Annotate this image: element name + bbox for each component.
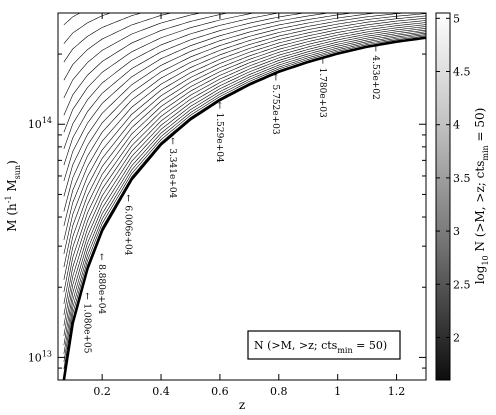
contour-annotations: ← 1.080e+05 ← 8.880e+04 ← 6.006e+04 ← 3.341e+04… xyxy=(81,44,380,353)
colorbar-tick-label: 3 xyxy=(453,225,460,238)
annotation-label: 4.53e+02 xyxy=(370,55,380,99)
annotation-arrow: ← xyxy=(370,44,380,52)
colorbar-tick-label: 4.5 xyxy=(453,66,471,79)
contour-band xyxy=(24,0,428,11)
contour-line xyxy=(63,31,426,346)
contour-line xyxy=(63,20,426,280)
x-axis: 0.2 0.4 0.6 0.8 1 1.2 xyxy=(93,13,405,398)
contour-line xyxy=(63,24,426,304)
colorbar-title: log10 N (>M, >z; ctsmin = 50) xyxy=(473,108,490,285)
contour-line xyxy=(64,0,426,6)
x-tick-label: 0.2 xyxy=(93,385,111,398)
contour-line xyxy=(63,13,355,197)
y-axis-title: M (h-1 Msun) xyxy=(4,160,22,232)
contour-line xyxy=(63,13,173,81)
contour-annotation: ← 3.341e+04 xyxy=(167,137,177,198)
contour-line xyxy=(63,34,426,362)
x-tick-label: 1.2 xyxy=(388,385,406,398)
annotation-label: 1.529e+04 xyxy=(214,113,224,163)
contour-line xyxy=(63,29,426,336)
annotation-arrow: ← xyxy=(167,137,177,145)
colorbar-tick-label: 2 xyxy=(453,331,460,344)
contour-annotation: ← 5.752e+03 xyxy=(270,74,280,135)
contour-line xyxy=(63,13,280,150)
contour-line xyxy=(63,13,306,166)
contour-annotation: ← 4.53e+02 xyxy=(370,44,380,99)
empty-region xyxy=(63,37,426,380)
contour-band xyxy=(24,0,428,11)
x-tick-label: 0.6 xyxy=(211,385,229,398)
y-tick-label: 1013 xyxy=(28,349,52,364)
contour-line xyxy=(63,13,230,116)
x-tick-label: 0.8 xyxy=(270,385,288,398)
colorbar-tick-label: 5 xyxy=(453,12,460,25)
contour-line xyxy=(63,17,426,268)
contour-line xyxy=(63,13,380,212)
legend-box: N (>M, >z; ctsmin = 50) xyxy=(247,330,401,360)
annotation-label: 1.080e+05 xyxy=(81,303,91,353)
contour-line xyxy=(63,28,426,326)
contour-annotation: ← 1.780e+03 xyxy=(317,57,327,118)
colorbar-tick-label: 2.5 xyxy=(453,278,471,291)
contour-line xyxy=(63,32,426,354)
contour-line xyxy=(63,35,426,370)
annotation-label: 3.341e+04 xyxy=(167,148,177,198)
annotation-arrow: ← xyxy=(214,102,224,110)
contour-line xyxy=(63,13,408,227)
contour-annotation: ← 1.529e+04 xyxy=(214,102,224,163)
contour-lines xyxy=(63,0,426,380)
annotation-label: 6.006e+04 xyxy=(123,205,133,255)
contour-line xyxy=(63,22,426,293)
contour-line xyxy=(63,13,202,99)
contour-annotation: ← 1.080e+05 xyxy=(81,292,91,353)
contour-line xyxy=(63,13,426,241)
colorbar-tick-label: 3.5 xyxy=(453,172,471,185)
x-axis-title: z xyxy=(239,398,245,412)
annotation-label: 5.752e+03 xyxy=(270,85,280,135)
annotation-arrow: ← xyxy=(317,57,327,65)
contour-band xyxy=(58,13,426,380)
contour-annotation: ← 6.006e+04 xyxy=(123,194,133,255)
annotation-label: 1.780e+03 xyxy=(317,68,327,118)
legend-text: N (>M, >z; ctsmin = 50) xyxy=(254,339,387,355)
contour-line xyxy=(63,13,143,63)
x-tick-label: 0.4 xyxy=(152,385,170,398)
annotation-arrow: ← xyxy=(270,74,280,82)
contour-annotation: ← 8.880e+04 xyxy=(96,253,106,314)
colorbar-tick-label: 4 xyxy=(453,119,460,132)
contour-line xyxy=(63,26,426,316)
y-axis: 1013 1014 xyxy=(28,12,426,381)
annotation-arrow: ← xyxy=(123,194,133,202)
boundary-curve xyxy=(62,36,426,380)
contour-band xyxy=(24,0,428,11)
contour-line xyxy=(63,15,426,254)
colorbar xyxy=(435,12,451,381)
contour-line xyxy=(63,13,331,182)
contour-line xyxy=(63,13,256,133)
x-tick-label: 1 xyxy=(334,385,341,398)
annotation-label: 8.880e+04 xyxy=(96,264,106,314)
plot-frame xyxy=(57,12,427,381)
colorbar-ticks: 2 2.5 3 3.5 4 4.5 5 xyxy=(436,12,471,344)
annotation-arrow: ← xyxy=(96,253,106,261)
annotation-arrow: ← xyxy=(81,292,91,300)
y-tick-label: 1014 xyxy=(28,116,52,131)
